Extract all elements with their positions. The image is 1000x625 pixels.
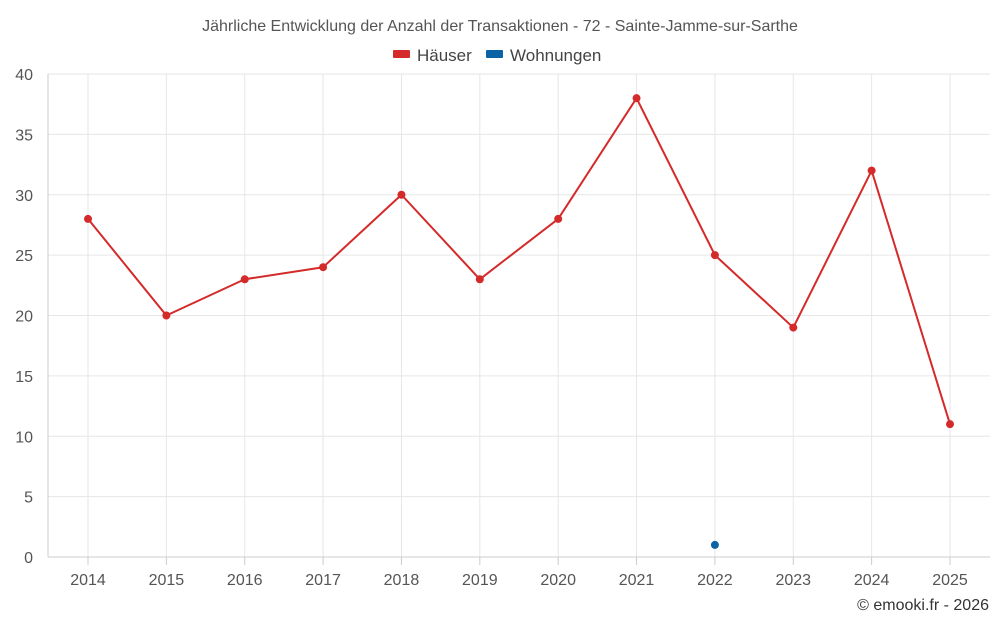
data-point-haeuser[interactable] xyxy=(240,275,249,284)
data-point-haeuser[interactable] xyxy=(632,94,641,103)
x-tick-label: 2023 xyxy=(775,572,811,589)
x-tick-label: 2019 xyxy=(462,572,498,589)
y-tick-label: 30 xyxy=(15,188,33,205)
data-point-wohnungen[interactable] xyxy=(710,540,719,549)
data-point-haeuser[interactable] xyxy=(475,275,484,284)
x-tick-label: 2018 xyxy=(384,572,420,589)
legend-item-wohnungen[interactable]: Wohnungen xyxy=(486,46,601,65)
data-point-haeuser[interactable] xyxy=(789,323,798,332)
x-tick-label: 2020 xyxy=(540,572,576,589)
legend: Häuser Wohnungen xyxy=(393,46,601,65)
legend-label-wohnungen: Wohnungen xyxy=(510,46,601,65)
x-tick-label: 2021 xyxy=(619,572,655,589)
x-tick-label: 2025 xyxy=(932,572,968,589)
data-point-haeuser[interactable] xyxy=(867,166,876,175)
legend-item-haeuser[interactable]: Häuser xyxy=(393,46,472,65)
y-tick-label: 40 xyxy=(15,67,33,84)
y-tick-label: 35 xyxy=(15,127,33,144)
x-tick-label: 2017 xyxy=(305,572,341,589)
x-tick-label: 2022 xyxy=(697,572,733,589)
y-tick-label: 0 xyxy=(24,550,33,567)
data-point-haeuser[interactable] xyxy=(84,214,92,223)
legend-swatch-haeuser xyxy=(393,50,410,58)
y-tick-label: 10 xyxy=(15,429,33,446)
legend-swatch-wohnungen xyxy=(486,50,503,58)
data-point-haeuser[interactable] xyxy=(710,251,719,260)
data-point-haeuser[interactable] xyxy=(162,311,171,320)
y-tick-label: 5 xyxy=(24,490,33,507)
y-tick-label: 20 xyxy=(15,309,33,326)
data-point-haeuser[interactable] xyxy=(946,420,954,429)
credit-text: © emooki.fr - 2026 xyxy=(857,597,989,614)
x-tick-label: 2014 xyxy=(70,572,106,589)
data-point-haeuser[interactable] xyxy=(397,190,406,199)
y-tick-label: 15 xyxy=(15,369,33,386)
x-tick-label: 2015 xyxy=(149,572,185,589)
series-line-haeuser xyxy=(87,97,951,425)
x-tick-label: 2024 xyxy=(854,572,890,589)
data-point-haeuser[interactable] xyxy=(319,263,328,272)
y-tick-label: 25 xyxy=(15,248,33,265)
x-tick-label: 2016 xyxy=(227,572,263,589)
data-point-haeuser[interactable] xyxy=(554,214,563,223)
legend-label-haeuser: Häuser xyxy=(417,46,472,65)
chart-title: Jährliche Entwicklung der Anzahl der Tra… xyxy=(202,18,798,35)
